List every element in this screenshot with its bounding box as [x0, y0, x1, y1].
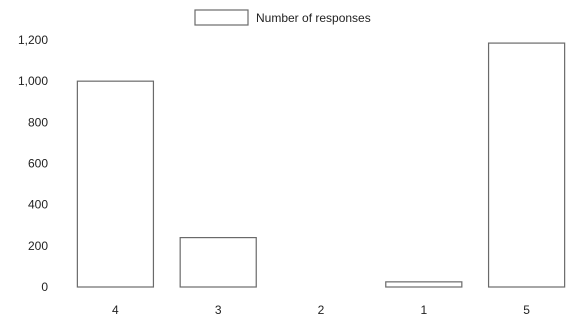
y-tick-label: 1,000 [18, 74, 48, 88]
x-tick-label: 3 [215, 303, 222, 317]
bar-1 [385, 281, 463, 288]
x-axis: 4 3 2 1 5 [112, 303, 530, 317]
y-tick-label: 1,200 [18, 33, 48, 47]
y-tick-label: 400 [28, 198, 48, 212]
bar-5 [487, 42, 566, 288]
bar-3 [179, 237, 257, 288]
bar-4 [76, 80, 155, 288]
y-tick-label: 800 [28, 115, 48, 129]
x-tick-label: 4 [112, 303, 119, 317]
legend: Number of responses [194, 9, 371, 26]
y-axis: 0 200 400 600 800 1,000 1,200 [18, 33, 48, 294]
y-tick-label: 200 [28, 239, 48, 253]
y-tick-label: 0 [41, 280, 48, 294]
legend-swatch [194, 9, 249, 26]
y-tick-label: 600 [28, 157, 48, 171]
legend-label: Number of responses [256, 11, 371, 25]
x-tick-label: 2 [318, 303, 325, 317]
x-tick-label: 1 [420, 303, 427, 317]
bars [76, 42, 566, 288]
x-tick-label: 5 [523, 303, 530, 317]
